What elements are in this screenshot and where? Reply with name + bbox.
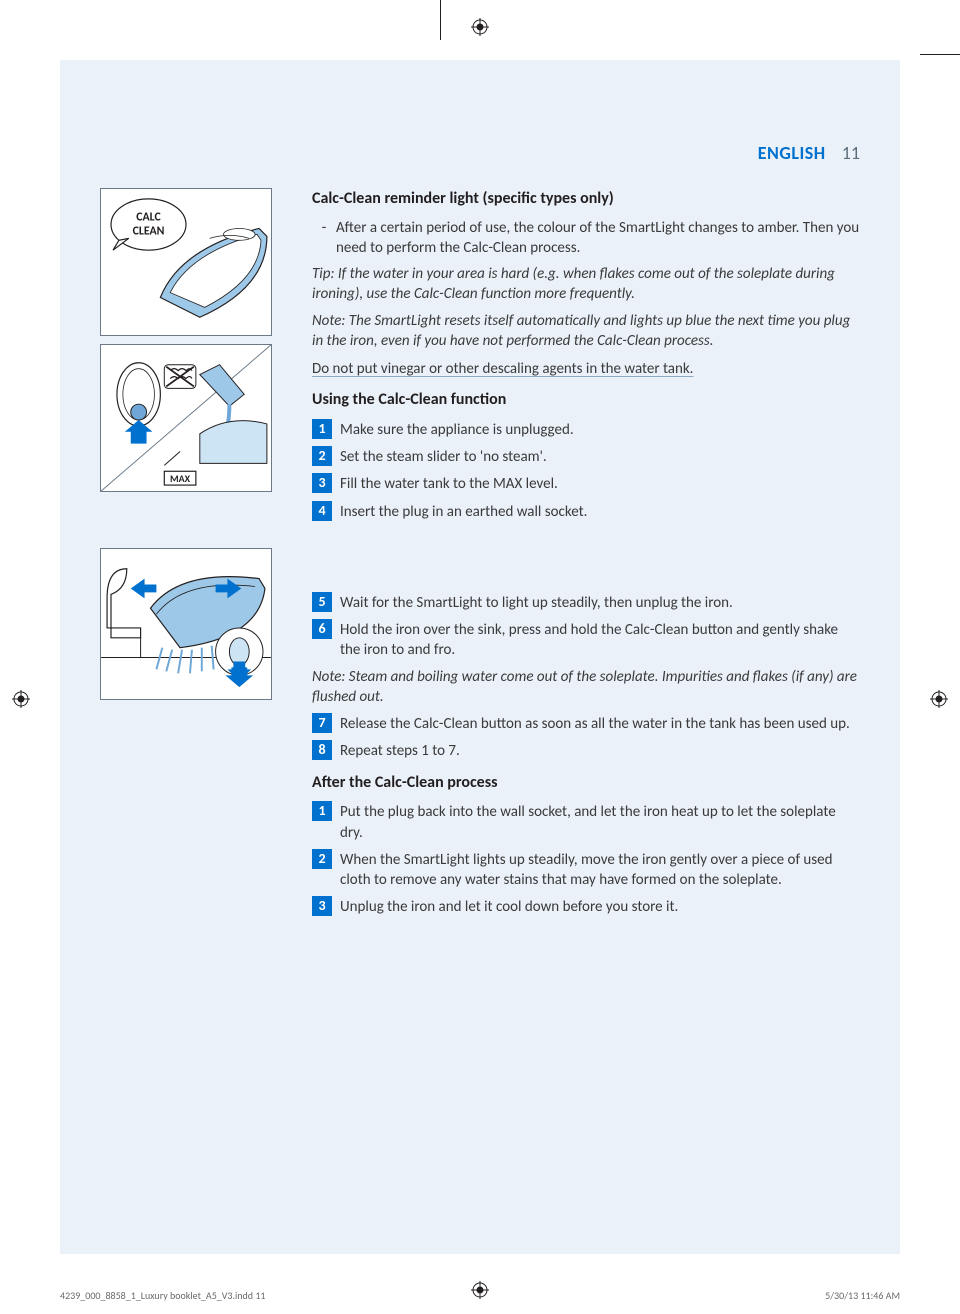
footer-filename: 4239_000_8858_1_Luxury booklet_A5_V3.ind… [60, 1289, 265, 1302]
step-text: When the SmartLight lights up steadily, … [340, 849, 860, 891]
section1-tip: Tip: If the water in your area is hard (… [312, 264, 860, 305]
step-row: 8 Repeat steps 1 to 7. [312, 740, 860, 761]
step-row: 1 Put the plug back into the wall socket,… [312, 801, 860, 843]
registration-mark-top [471, 18, 489, 36]
step-row: 3 Unplug the iron and let it cool down be… [312, 896, 860, 917]
step-number: 3 [312, 473, 332, 493]
section1-title: Calc-Clean reminder light (specific type… [312, 188, 860, 210]
step-text: Set the steam slider to 'no steam'. [340, 446, 860, 467]
crop-mark-top [440, 0, 441, 40]
page-header: ENGLISH 11 [758, 142, 860, 164]
step-number: 3 [312, 896, 332, 916]
footer-timestamp: 5/30/13 11:46 AM [825, 1289, 900, 1302]
step-number: 6 [312, 619, 332, 639]
step-number: 5 [312, 592, 332, 612]
illustration-calc-clean: CALC CLEAN [100, 188, 272, 336]
step-text: Release the Calc-Clean button as soon as… [340, 713, 860, 734]
content-column: Calc-Clean reminder light (specific type… [312, 188, 860, 924]
section3-note: Note: Steam and boiling water come out o… [312, 667, 860, 708]
step-number: 1 [312, 801, 332, 821]
section1-bullet-text: After a certain period of use, the colou… [336, 218, 860, 259]
page-number: 11 [842, 142, 860, 164]
step-number: 7 [312, 713, 332, 733]
step-text: Unplug the iron and let it cool down bef… [340, 896, 860, 917]
language-label: ENGLISH [758, 142, 826, 164]
crop-mark-right [920, 54, 960, 55]
section-gap [312, 528, 860, 586]
step-row: 2 Set the steam slider to 'no steam'. [312, 446, 860, 467]
step-row: 6 Hold the iron over the sink, press and … [312, 619, 860, 661]
section4-title: After the Calc-Clean process [312, 772, 860, 794]
illustration-column: CALC CLEAN [100, 188, 276, 708]
step-number: 8 [312, 740, 332, 760]
step-number: 2 [312, 446, 332, 466]
registration-mark-right [930, 690, 948, 708]
step-row: 5 Wait for the SmartLight to light up ste… [312, 592, 860, 613]
step-row: 4 Insert the plug in an earthed wall sock… [312, 501, 860, 522]
step-number: 4 [312, 501, 332, 521]
step-text: Insert the plug in an earthed wall socke… [340, 501, 860, 522]
step-text: Fill the water tank to the MAX level. [340, 473, 860, 494]
step-row: 3 Fill the water tank to the MAX level. [312, 473, 860, 494]
illustration-over-sink [100, 548, 272, 700]
svg-text:CLEAN: CLEAN [133, 224, 165, 238]
step-row: 1 Make sure the appliance is unplugged. [312, 419, 860, 440]
section1-bullet: - After a certain period of use, the col… [312, 218, 860, 259]
step-row: 2 When the SmartLight lights up steadily,… [312, 849, 860, 891]
step-text: Make sure the appliance is unplugged. [340, 419, 860, 440]
step-row: 7 Release the Calc-Clean button as soon a… [312, 713, 860, 734]
registration-mark-left [12, 690, 30, 708]
step-text: Hold the iron over the sink, press and h… [340, 619, 860, 661]
step-number: 2 [312, 849, 332, 869]
dash-icon: - [312, 218, 336, 259]
svg-text:MAX: MAX [170, 473, 191, 485]
section1-warning: Do not put vinegar or other descaling ag… [312, 359, 860, 379]
svg-text:CALC: CALC [136, 211, 161, 225]
step-text: Wait for the SmartLight to light up stea… [340, 592, 860, 613]
section2-title: Using the Calc-Clean function [312, 389, 860, 411]
illustration-fill-max: MAX [100, 344, 272, 492]
step-text: Put the plug back into the wall socket, … [340, 801, 860, 843]
page-background: ENGLISH 11 CALC CLEAN [60, 60, 900, 1254]
step-text: Repeat steps 1 to 7. [340, 740, 860, 761]
section1-note: Note: The SmartLight resets itself autom… [312, 311, 860, 352]
step-number: 1 [312, 419, 332, 439]
registration-mark-bottom [471, 1281, 489, 1304]
